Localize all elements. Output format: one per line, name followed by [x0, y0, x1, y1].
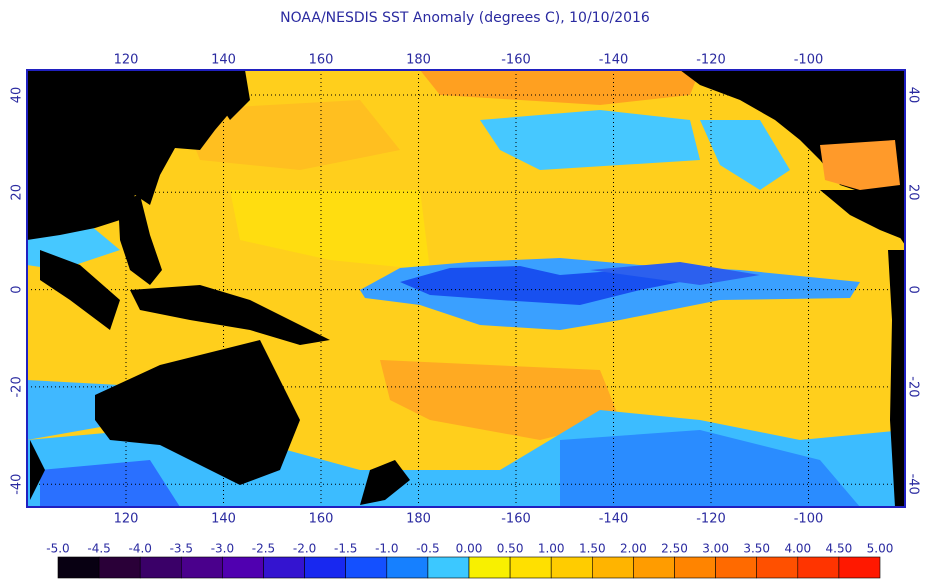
- latitude-label-left: 40: [10, 87, 25, 104]
- longitude-label-top: 160: [309, 53, 334, 68]
- colorbar-label: 0.00: [456, 542, 483, 556]
- cool-anomaly: [560, 430, 860, 507]
- longitude-label-bottom: -140: [599, 512, 629, 527]
- longitude-label-top: -100: [794, 53, 824, 68]
- colorbar-label: -3.5: [170, 542, 193, 556]
- colorbar-label: -2.0: [293, 542, 316, 556]
- colorbar-swatch: [550, 556, 593, 579]
- colorbar-swatch: [756, 556, 799, 579]
- colorbar-label: -1.0: [375, 542, 398, 556]
- longitude-label-bottom: -120: [696, 512, 726, 527]
- colorbar-label: -5.0: [46, 542, 69, 556]
- warm-anomaly: [820, 140, 900, 190]
- longitude-label-bottom: -160: [501, 512, 531, 527]
- colorbar-label: 3.50: [743, 542, 770, 556]
- longitude-label-top: -160: [501, 53, 531, 68]
- latitude-label-right: 20: [906, 184, 921, 201]
- cool-anomaly: [700, 120, 790, 190]
- cool-anomaly: [480, 110, 700, 170]
- colorbar-swatch: [591, 556, 634, 579]
- axis-labels: 120 120 140 140 160 160 180 180 -160 -160 -140 -140…: [10, 53, 921, 527]
- colorbar-swatch: [98, 556, 141, 579]
- colorbar: -5.0 -4.5 -4.0 -3.5 -3.0 -2.5 -2.0 -1.5 -1.0 -0.5…: [46, 542, 893, 579]
- colorbar-swatch: [715, 556, 757, 579]
- longitude-label-top: -140: [599, 53, 629, 68]
- latitude-label-right: 0: [906, 285, 921, 293]
- colorbar-swatch: [304, 556, 347, 579]
- longitude-label-top: 120: [114, 53, 139, 68]
- colorbar-swatch: [222, 556, 264, 579]
- warm-anomaly: [180, 100, 400, 170]
- longitude-label-bottom: 120: [114, 512, 139, 527]
- latitude-label-left: -40: [10, 474, 25, 495]
- colorbar-label: 1.00: [538, 542, 565, 556]
- colorbar-label: -4.5: [87, 542, 110, 556]
- colorbar-label: -4.0: [128, 542, 151, 556]
- warm-anomaly: [380, 360, 620, 440]
- colorbar-swatch: [263, 556, 305, 579]
- colorbar-label: 0.50: [497, 542, 524, 556]
- colorbar-label: -1.5: [334, 542, 357, 556]
- longitude-label-bottom: 140: [211, 512, 236, 527]
- colorbar-swatch: [509, 556, 552, 579]
- colorbar-swatch: [181, 556, 223, 579]
- latitude-label-left: 0: [10, 285, 25, 293]
- colorbar-label: 5.00: [867, 542, 894, 556]
- longitude-label-top: 180: [406, 53, 431, 68]
- longitude-label-bottom: 180: [406, 512, 431, 527]
- latitude-label-left: 20: [10, 184, 25, 201]
- latitude-label-right: -20: [906, 376, 921, 397]
- colorbar-swatch: [345, 556, 388, 579]
- cold-tongue-core: [400, 266, 690, 305]
- colorbar-label: -3.0: [211, 542, 234, 556]
- colorbar-label: 4.50: [826, 542, 853, 556]
- colorbar-label: 2.50: [661, 542, 688, 556]
- graticule: [27, 70, 905, 507]
- longitude-label-top: -120: [696, 53, 726, 68]
- longitude-label-bottom: 160: [309, 512, 334, 527]
- colorbar-swatch: [838, 556, 881, 579]
- latitude-label-left: -20: [10, 376, 25, 397]
- cold-tongue-core: [590, 262, 760, 285]
- latitude-label-right: -40: [906, 474, 921, 495]
- longitude-label-top: 140: [211, 53, 236, 68]
- longitude-label-bottom: -100: [794, 512, 824, 527]
- title: NOAA/NESDIS SST Anomaly (degrees C), 10/…: [280, 10, 650, 26]
- colorbar-swatch: [468, 556, 511, 579]
- warm-anomaly: [420, 70, 700, 105]
- colorbar-label: -2.5: [252, 542, 275, 556]
- colorbar-swatch: [427, 556, 470, 579]
- colorbar-label: 2.00: [620, 542, 647, 556]
- colorbar-label: 4.00: [784, 542, 811, 556]
- colorbar-swatch: [633, 556, 675, 579]
- colorbar-swatch: [57, 556, 100, 579]
- map-frame: [26, 69, 906, 508]
- colorbar-swatch: [139, 556, 182, 579]
- colorbar-label: 3.00: [702, 542, 729, 556]
- latitude-label-right: 40: [906, 87, 921, 104]
- map-area: [27, 70, 905, 507]
- cool-anomaly: [40, 460, 180, 507]
- colorbar-swatch: [386, 556, 429, 579]
- colorbar-swatch: [797, 556, 840, 579]
- colorbar-swatch: [674, 556, 716, 579]
- warm-anomaly: [230, 190, 430, 270]
- colorbar-label: -0.5: [416, 542, 439, 556]
- colorbar-label: 1.50: [579, 542, 606, 556]
